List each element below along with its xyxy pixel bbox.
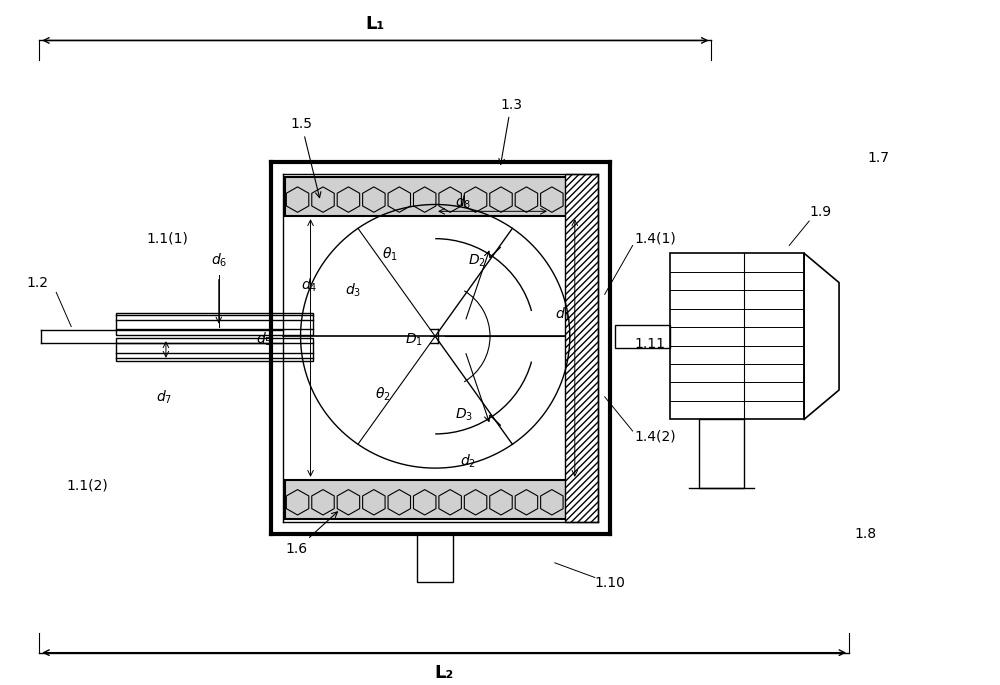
Text: 1.4(2): 1.4(2) xyxy=(635,429,676,444)
Text: L₂: L₂ xyxy=(435,664,454,682)
Text: 1.3: 1.3 xyxy=(499,98,522,164)
Text: L₁: L₁ xyxy=(366,14,385,33)
Text: 1.2: 1.2 xyxy=(26,277,48,290)
Bar xyxy=(699,419,744,488)
Text: 1.4(1): 1.4(1) xyxy=(635,232,676,245)
Text: 1.11: 1.11 xyxy=(635,337,666,351)
Bar xyxy=(615,325,670,348)
Text: $d_2$: $d_2$ xyxy=(460,452,476,470)
Text: 1.7: 1.7 xyxy=(867,151,889,166)
Text: $d_5$: $d_5$ xyxy=(256,330,272,347)
Text: $D_1$: $D_1$ xyxy=(405,331,423,347)
Bar xyxy=(116,338,313,361)
Text: $D_2$: $D_2$ xyxy=(468,253,486,269)
Text: $d_6$: $d_6$ xyxy=(211,252,227,269)
Text: $d_8$: $d_8$ xyxy=(455,193,471,211)
Bar xyxy=(565,174,598,522)
Text: $D_3$: $D_3$ xyxy=(455,406,473,423)
Bar xyxy=(285,479,596,519)
Text: 1.6: 1.6 xyxy=(286,512,337,556)
Text: 1.8: 1.8 xyxy=(854,527,876,541)
Bar xyxy=(116,313,313,336)
Bar xyxy=(285,177,596,216)
Text: $\theta_2$: $\theta_2$ xyxy=(375,386,391,403)
Bar xyxy=(670,253,804,419)
Text: 1.1(2): 1.1(2) xyxy=(66,479,108,493)
Bar xyxy=(417,534,453,582)
Text: $d_4$: $d_4$ xyxy=(301,277,317,294)
Text: 1.10: 1.10 xyxy=(595,576,626,590)
Text: $d_7$: $d_7$ xyxy=(156,388,172,406)
Text: $d_1$: $d_1$ xyxy=(555,306,571,323)
Text: $\theta_1$: $\theta_1$ xyxy=(382,245,398,262)
Text: 1.5: 1.5 xyxy=(291,117,321,198)
Text: 1.1(1): 1.1(1) xyxy=(146,232,188,245)
Text: $d_3$: $d_3$ xyxy=(345,282,362,299)
Text: 1.9: 1.9 xyxy=(809,206,831,219)
